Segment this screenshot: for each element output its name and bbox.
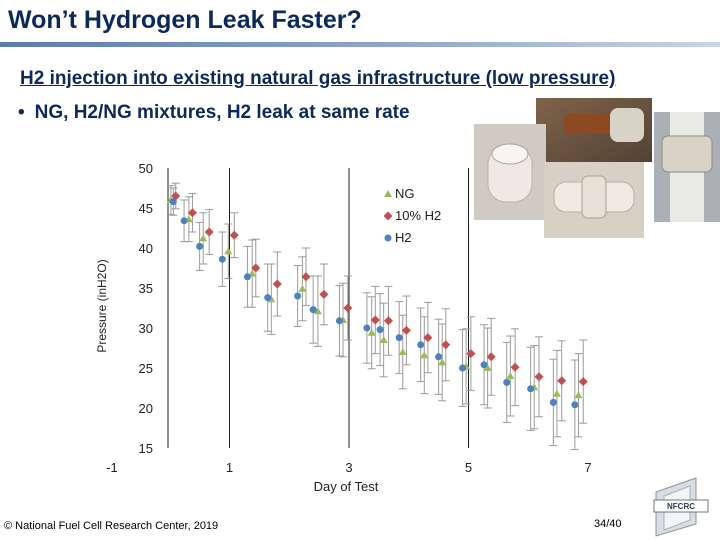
bullet-dot: •	[18, 102, 25, 123]
logo-text: NFCRC	[667, 502, 695, 511]
data-point-10-h2	[229, 230, 239, 240]
data-point-10-h2	[441, 340, 451, 350]
photo-white-elbow	[474, 124, 546, 220]
data-point-10-h2	[423, 333, 433, 343]
legend-label-h2: H2	[395, 230, 412, 245]
data-point-10-h2	[204, 227, 214, 237]
data-point-h2	[395, 334, 403, 342]
slide-title: Won’t Hydrogen Leak Faster?	[8, 6, 362, 34]
data-point-10-h2	[370, 315, 380, 325]
y-tick-label: 15	[139, 441, 153, 456]
data-point-h2	[503, 378, 511, 386]
data-point-h2	[363, 324, 371, 332]
photo-vertical-pipe	[654, 112, 720, 222]
data-point-ng	[224, 247, 233, 255]
data-point-h2	[435, 353, 443, 361]
data-point-10-h2	[534, 372, 544, 382]
data-point-ng	[398, 348, 407, 355]
data-point-h2	[180, 217, 188, 225]
data-point-h2	[571, 401, 579, 409]
data-point-h2	[549, 398, 557, 406]
data-point-10-h2	[187, 208, 197, 218]
data-point-h2	[294, 292, 302, 300]
data-point-h2	[480, 361, 488, 369]
y-tick-label: 30	[139, 321, 153, 336]
nfcrc-logo: NFCRC	[653, 477, 709, 537]
legend-marker-h2	[384, 234, 392, 242]
data-point-10-h2	[557, 376, 567, 386]
data-point-ng	[483, 364, 492, 371]
data-point-10-h2	[466, 349, 476, 359]
data-point-ng	[506, 372, 515, 379]
data-point-ng	[552, 389, 561, 397]
photo-union-fitting	[544, 162, 644, 238]
y-tick-label: 50	[139, 161, 153, 176]
y-axis-title: Pressure (inH2O)	[95, 259, 109, 352]
y-tick-label: 20	[139, 401, 153, 416]
legend-marker-ng	[384, 190, 392, 197]
data-point-h2	[417, 341, 425, 349]
title-underline-rule	[0, 42, 720, 47]
slide-subheading: H2 injection into existing natural gas i…	[20, 68, 616, 89]
legend-label-10-h2: 10% H2	[395, 208, 441, 223]
footer-credit: © National Fuel Cell Research Center, 20…	[4, 520, 218, 532]
data-point-ng	[438, 358, 447, 366]
data-point-h2	[335, 317, 343, 325]
y-tick-label: 35	[139, 281, 153, 296]
y-tick-label: 45	[139, 201, 153, 216]
x-tick-label: 7	[584, 460, 591, 475]
copyright-symbol: ©	[4, 520, 13, 532]
data-point-10-h2	[272, 279, 282, 289]
data-point-10-h2	[401, 325, 411, 335]
data-point-h2	[196, 242, 204, 250]
data-point-10-h2	[251, 263, 261, 273]
x-tick-label: 1	[226, 460, 233, 475]
data-point-h2	[264, 294, 272, 302]
data-point-ng	[574, 391, 583, 399]
data-point-h2	[376, 326, 384, 334]
data-point-10-h2	[486, 352, 496, 362]
data-point-10-h2	[343, 303, 353, 313]
data-point-10-h2	[578, 377, 588, 387]
bullet-item: • NG, H2/NG mixtures, H2 leak at same rat…	[18, 102, 410, 124]
legend-label-ng: NG	[395, 186, 415, 201]
data-point-ng	[298, 284, 307, 292]
data-point-ng	[420, 351, 429, 359]
data-point-10-h2	[301, 272, 311, 282]
x-axis-title: Day of Test	[314, 479, 379, 494]
pipe-fitting-photos	[474, 98, 720, 238]
bullet-text: NG, H2/NG mixtures, H2 leak at same rate	[34, 102, 410, 123]
data-point-10-h2	[383, 316, 393, 326]
data-point-h2	[527, 385, 535, 393]
data-point-h2	[243, 273, 251, 281]
page-number: 34/40	[594, 518, 622, 530]
data-point-h2	[459, 364, 467, 372]
data-point-ng	[199, 234, 208, 242]
x-tick-label: 3	[345, 460, 352, 475]
data-point-ng	[367, 328, 376, 336]
data-point-h2	[309, 306, 317, 314]
data-point-h2	[169, 198, 177, 206]
y-tick-label: 25	[139, 361, 153, 376]
data-point-ng	[313, 307, 322, 315]
x-tick-label: -1	[106, 460, 118, 475]
data-point-ng	[379, 336, 388, 343]
data-point-10-h2	[510, 362, 520, 372]
footer-text: National Fuel Cell Research Center, 2019	[15, 520, 219, 532]
data-point-h2	[218, 255, 226, 263]
y-tick-label: 40	[139, 241, 153, 256]
x-tick-label: 5	[465, 460, 472, 475]
data-point-10-h2	[319, 289, 329, 299]
photo-rusty-pipe	[536, 98, 652, 162]
legend-marker-10-h2	[383, 211, 393, 221]
